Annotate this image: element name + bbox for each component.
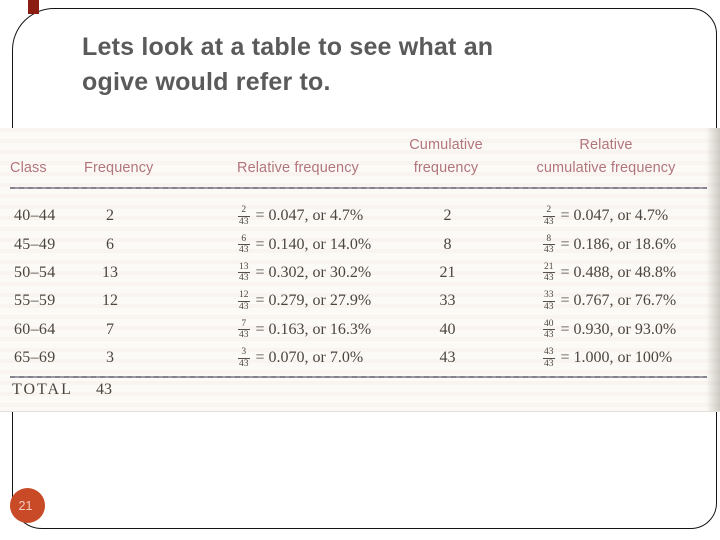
cell-frequency: 13 — [102, 263, 118, 281]
total-label: TOTAL — [12, 381, 73, 398]
table-row: 50–54 13 13 43 = 0.302, or 30.2% 21 21 4… — [0, 259, 720, 287]
header-frequency: Frequency — [84, 160, 154, 176]
cell-relative-cumulative-frequency: 33 43 = 0.767, or 76.7% — [543, 290, 677, 312]
header-relative-frequency: Relative frequency — [237, 160, 359, 176]
table-total-row: TOTAL 43 — [0, 381, 720, 405]
cell-relative-frequency: 3 43 = 0.070, or 7.0% — [238, 347, 364, 369]
cell-relative-frequency: 12 43 = 0.279, or 27.9% — [238, 290, 372, 312]
cell-relative-frequency: 7 43 = 0.163, or 16.3% — [238, 318, 372, 341]
fraction: 2 43 — [238, 205, 250, 227]
cell-cumulative-frequency: 43 — [439, 349, 456, 367]
cell-frequency: 6 — [106, 235, 114, 253]
header-cumulative-frequency: Cumulative frequency — [409, 137, 483, 176]
cell-class: 40–44 — [14, 207, 56, 225]
cell-frequency: 3 — [106, 349, 114, 367]
fraction: 3 43 — [238, 347, 250, 369]
theme-ornament — [28, 0, 39, 14]
cell-cumulative-frequency: 2 — [443, 207, 452, 225]
fraction: 21 43 — [543, 262, 555, 284]
cell-relative-frequency: 6 43 = 0.140, or 14.0% — [238, 233, 372, 256]
cell-relative-cumulative-frequency: 2 43 = 0.047, or 4.7% — [543, 205, 669, 227]
fraction: 6 43 — [238, 233, 250, 256]
cell-relative-cumulative-frequency: 8 43 = 0.186, or 18.6% — [543, 233, 677, 256]
scan-page-edge-shadow — [706, 128, 720, 411]
table-row: 55–59 12 12 43 = 0.279, or 27.9% 33 33 4… — [0, 287, 720, 315]
table-top-rule — [10, 187, 707, 189]
cell-cumulative-frequency: 33 — [439, 292, 456, 310]
cell-relative-frequency: 2 43 = 0.047, or 4.7% — [238, 205, 364, 227]
cell-relative-frequency: 13 43 = 0.302, or 30.2% — [238, 262, 372, 284]
cell-cumulative-frequency: 21 — [439, 263, 456, 281]
table-bottom-rule — [10, 376, 707, 378]
cell-class: 45–49 — [14, 235, 56, 253]
page-number: 21 — [18, 498, 33, 513]
header-relative-cumulative-frequency: Relative cumulative frequency — [536, 137, 676, 176]
fraction: 43 43 — [543, 347, 555, 369]
fraction: 33 43 — [543, 290, 555, 312]
page-title: Lets look at a table to see what an ogiv… — [82, 30, 662, 100]
table-body: 40–44 2 2 43 = 0.047, or 4.7% 2 2 43 = 0… — [0, 202, 720, 372]
fraction: 13 43 — [238, 262, 250, 284]
table-row: 65–69 3 3 43 = 0.070, or 7.0% 43 43 43 =… — [0, 344, 720, 372]
fraction: 2 43 — [543, 205, 555, 227]
table-row: 60–64 7 7 43 = 0.163, or 16.3% 40 40 43 … — [0, 316, 720, 344]
cell-class: 55–59 — [14, 292, 56, 310]
table-header-row: Class Frequency Relative frequency Cumul… — [0, 128, 720, 187]
title-line-1: Lets look at a table to see what an — [82, 33, 494, 61]
cell-relative-cumulative-frequency: 40 43 = 0.930, or 93.0% — [543, 318, 677, 341]
title-line-2: ogive would refer to. — [82, 68, 331, 96]
table-row: 40–44 2 2 43 = 0.047, or 4.7% 2 2 43 = 0… — [0, 202, 720, 230]
cell-class: 65–69 — [14, 349, 56, 367]
cell-class: 60–64 — [14, 320, 56, 338]
total-value: 43 — [96, 381, 112, 398]
cell-cumulative-frequency: 40 — [439, 320, 456, 338]
fraction: 40 43 — [543, 318, 555, 341]
cell-cumulative-frequency: 8 — [443, 235, 452, 253]
page-number-badge: 21 — [10, 488, 45, 523]
cell-frequency: 12 — [102, 292, 118, 310]
cell-relative-cumulative-frequency: 21 43 = 0.488, or 48.8% — [543, 262, 677, 284]
cell-relative-cumulative-frequency: 43 43 = 1.000, or 100% — [543, 347, 673, 369]
frequency-table-image: Class Frequency Relative frequency Cumul… — [0, 128, 720, 412]
cell-frequency: 2 — [106, 207, 114, 225]
fraction: 12 43 — [238, 290, 250, 312]
fraction: 7 43 — [238, 318, 250, 341]
cell-frequency: 7 — [106, 320, 114, 338]
fraction: 8 43 — [543, 233, 555, 256]
header-class: Class — [10, 160, 47, 176]
cell-class: 50–54 — [14, 263, 56, 281]
table-row: 45–49 6 6 43 = 0.140, or 14.0% 8 8 43 = … — [0, 230, 720, 258]
